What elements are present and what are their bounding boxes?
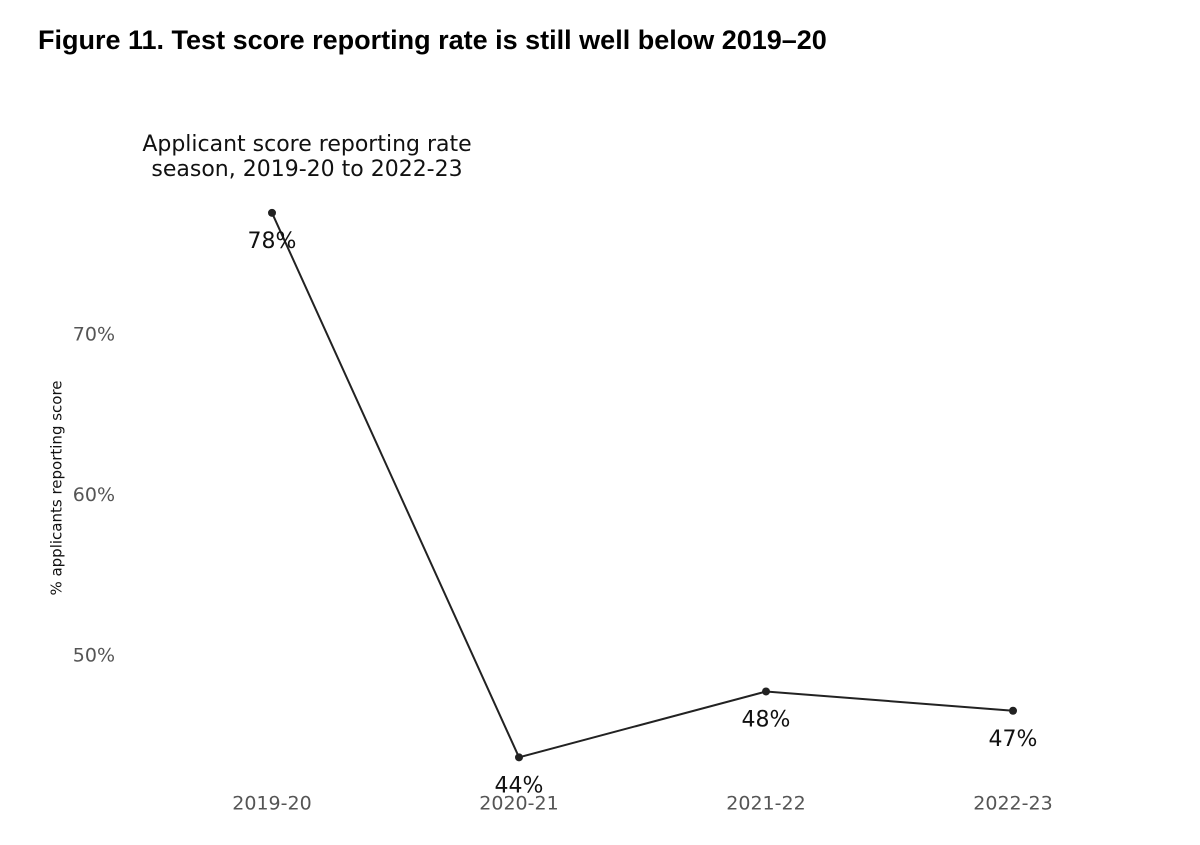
line (271, 212, 1014, 759)
figure-title: Figure 11. Test score reporting rate is … (38, 25, 827, 55)
y-axis-label: % applicants reporting score (48, 380, 66, 595)
x-tick-label: 2020-21 (479, 793, 558, 815)
value-label: 48% (742, 707, 791, 732)
point (762, 687, 770, 696)
point (268, 208, 276, 217)
chart-title: Applicant score reporting rate (142, 132, 471, 157)
chart-title: season, 2019-20 to 2022-23 (151, 157, 462, 182)
x-tick-label: 2019-20 (232, 793, 311, 815)
y-tick-label: 70% (73, 323, 115, 345)
y-tick-label: 50% (73, 645, 115, 667)
y-tick-label: 60% (73, 484, 115, 506)
value-label: 47% (989, 727, 1038, 752)
point (515, 753, 523, 762)
value-label: 78% (248, 229, 297, 254)
x-tick-label: 2021-22 (726, 793, 805, 815)
point (1009, 706, 1017, 715)
value-label: 44% (495, 773, 544, 798)
x-tick-label: 2022-23 (973, 793, 1052, 815)
